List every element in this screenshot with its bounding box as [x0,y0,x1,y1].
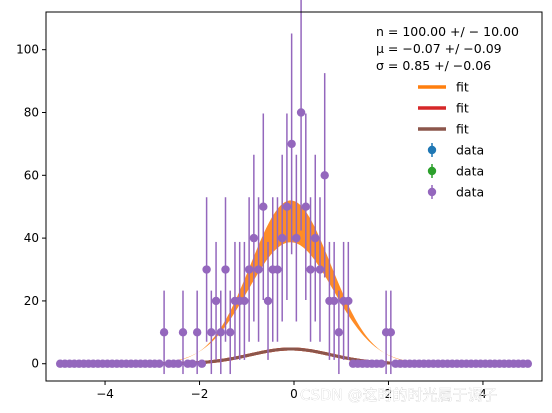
data-point [277,233,287,243]
data-point [273,265,282,274]
data-point [240,296,249,306]
fit-band-area [60,200,528,364]
x-tick-label: 4 [479,387,487,401]
x-tick-label: 0 [290,387,298,401]
data-point [197,359,207,368]
data-point [296,108,306,117]
data-point [523,359,533,368]
y-tick-label: 40 [24,231,39,245]
data-point [221,265,230,274]
legend-label: data [456,185,484,200]
data-point [320,171,329,180]
data-point [207,328,216,337]
y-tick-label: 100 [16,43,39,57]
data-point [249,233,259,243]
legend-swatch-point [427,145,437,155]
stats-line-mu: μ = −0.07 +/ −0.09 [376,41,502,56]
data-point [263,296,273,306]
legend-label: fit [456,80,469,95]
data-point [292,233,301,243]
legend-label: data [456,164,484,179]
data-point [202,265,211,274]
data-point [216,328,225,337]
fit-uncertainty-band [60,200,528,364]
x-tick-label: −2 [191,387,209,401]
stats-line-sigma: σ = 0.85 +/ −0.06 [376,58,491,73]
data-point [301,202,311,211]
data-point [311,233,320,243]
data-point [329,296,339,306]
data-point [334,328,344,337]
data-point [377,359,386,368]
data-point [226,328,235,337]
data-point [211,296,221,306]
data-point [287,139,296,149]
y-tick-label: 80 [24,105,39,119]
data-point [259,202,268,211]
x-tick-label: −4 [96,387,114,401]
legend-label: data [456,143,484,158]
legend: fit fit fit data data data [418,80,484,200]
stats-line-n: n = 100.00 +/ − 10.00 [376,24,519,39]
data-point [188,359,197,368]
x-tick-label: 2 [385,387,393,401]
data-point [386,328,396,337]
data-errorbars [55,0,533,375]
data-point [344,296,353,306]
data-point [282,202,292,211]
data-point [306,265,315,274]
data-point [155,359,164,368]
data-point [174,359,183,368]
data-point [192,328,202,337]
legend-swatch-point [427,166,437,176]
fit-statistics: n = 100.00 +/ − 10.00 μ = −0.07 +/ −0.09… [376,24,519,73]
y-tick-label: 20 [24,294,39,308]
legend-label: fit [456,122,469,137]
data-point [244,265,254,274]
data-point [178,328,188,337]
data-point [159,328,169,337]
y-tick-label: 60 [24,168,39,182]
watermark: CSDN @这时的时光属于调子 [300,386,498,404]
data-point [315,265,325,274]
legend-swatch-point [427,187,437,197]
data-point [254,265,263,274]
y-tick-label: 0 [31,357,39,371]
legend-label: fit [456,101,469,116]
